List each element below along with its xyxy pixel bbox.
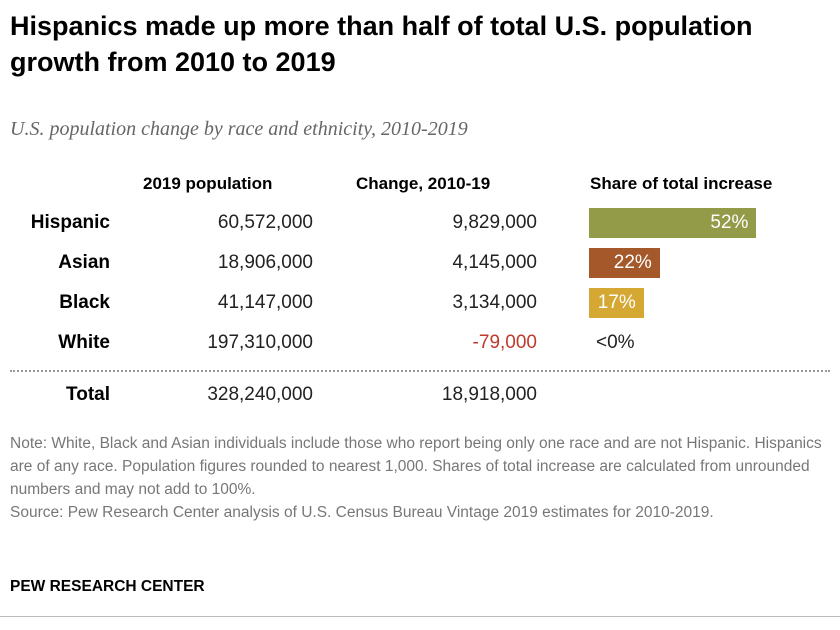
divider — [10, 370, 830, 372]
row-population: 60,572,000 — [217, 212, 313, 233]
source-text: Source: Pew Research Center analysis of … — [10, 504, 714, 521]
share-bar: 22% — [589, 248, 660, 278]
row-change: 9,829,000 — [452, 212, 537, 233]
row-label: Asian — [58, 252, 110, 273]
row-population: 18,906,000 — [217, 252, 313, 273]
row-population: 41,147,000 — [217, 292, 313, 313]
bottom-rule — [0, 616, 840, 617]
chart-subtitle: U.S. population change by race and ethni… — [10, 118, 468, 140]
row-label: Black — [59, 292, 110, 313]
row-label: White — [58, 332, 110, 353]
row-label: Hispanic — [30, 212, 110, 233]
chart-title: Hispanics made up more than half of tota… — [10, 11, 753, 77]
total-label: Total — [66, 384, 110, 405]
row-change: -79,000 — [472, 332, 537, 353]
header-share: Share of total increase — [590, 174, 773, 193]
note: Note: White, Black and Asian individuals… — [10, 432, 830, 524]
note-text: Note: White, Black and Asian individuals… — [10, 435, 822, 498]
row-population: 197,310,000 — [207, 332, 313, 353]
row-change: 4,145,000 — [452, 252, 537, 273]
header-population: 2019 population — [143, 174, 273, 193]
total-population: 328,240,000 — [207, 384, 313, 405]
share-bar: 17% — [589, 288, 644, 318]
share-bar: 52% — [589, 208, 757, 238]
row-change: 3,134,000 — [452, 292, 537, 313]
share-label: <0% — [596, 332, 635, 353]
brand: PEW RESEARCH CENTER — [10, 578, 205, 595]
total-change: 18,918,000 — [441, 384, 537, 405]
header-change: Change, 2010-19 — [356, 174, 491, 193]
